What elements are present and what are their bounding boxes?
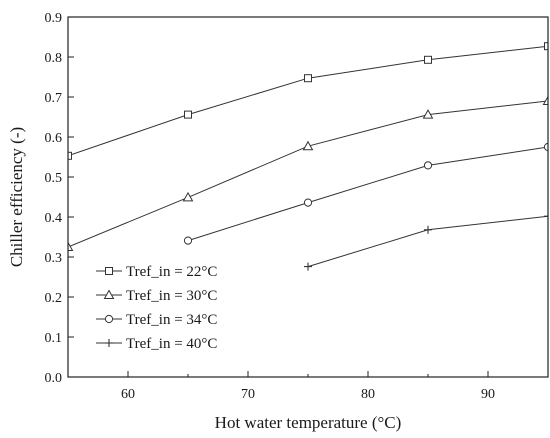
legend-marker <box>105 267 113 275</box>
y-tick-label: 0.9 <box>45 11 63 26</box>
data-point <box>544 212 548 221</box>
series-circle <box>183 142 548 245</box>
legend-item: Tref_in = 30°C <box>96 288 217 304</box>
series-triangle <box>68 95 548 251</box>
data-point <box>424 55 432 64</box>
axis-ticks: 0.0 0.1 0.2 0.3 0.4 0.5 0.6 0.7 0.8 0.9 60 70 80 90 <box>45 11 496 402</box>
y-tick-label: 0.6 <box>45 131 63 146</box>
data-point <box>68 241 74 251</box>
legend-label: Tref_in = 34°C <box>126 312 217 328</box>
y-tick-label: 0.3 <box>45 251 63 266</box>
y-tick-label: 0.5 <box>45 171 63 186</box>
data-point <box>422 109 434 119</box>
data-point <box>424 225 432 234</box>
y-axis-title: Chiller efficiency (-) <box>7 127 26 267</box>
series-line <box>187 146 548 242</box>
data-point <box>544 42 548 51</box>
y-tick-label: 0.2 <box>45 291 63 306</box>
x-tick-label: 70 <box>241 387 255 402</box>
y-tick-label: 0.4 <box>45 211 63 226</box>
x-tick-label: 80 <box>361 387 375 402</box>
y-tick-label: 0.1 <box>45 331 63 346</box>
x-axis-title: Hot water temperature (°C) <box>215 413 402 432</box>
legend-marker <box>103 289 115 299</box>
data-point <box>543 142 548 152</box>
series-square <box>68 42 548 160</box>
legend-item: Tref_in = 40°C <box>96 336 217 352</box>
y-tick-label: 0.7 <box>45 91 63 106</box>
data-point <box>542 95 548 105</box>
data-point <box>304 262 312 271</box>
series-layer <box>68 42 548 271</box>
data-point <box>183 236 193 245</box>
legend-item: Tref_in = 34°C <box>96 312 217 328</box>
legend-marker <box>105 339 113 347</box>
data-point <box>184 110 192 119</box>
legend-marker <box>104 314 114 324</box>
data-point <box>423 161 433 170</box>
y-tick-label: 0.8 <box>45 51 63 66</box>
series-plus <box>304 212 548 271</box>
data-point <box>182 191 194 202</box>
x-tick-label: 60 <box>121 387 135 402</box>
data-point <box>68 151 72 160</box>
x-tick-label: 90 <box>481 387 495 402</box>
data-point <box>302 140 314 151</box>
data-point <box>304 74 312 83</box>
series-line <box>68 45 548 157</box>
legend-label: Tref_in = 30°C <box>126 288 217 304</box>
data-point <box>303 198 313 207</box>
series-line <box>68 100 548 248</box>
legend-label: Tref_in = 22°C <box>126 264 217 280</box>
legend-item: Tref_in = 22°C <box>96 264 217 280</box>
legend-label: Tref_in = 40°C <box>126 336 217 352</box>
legend: Tref_in = 22°C Tref_in = 30°C Tref_in = 34… <box>96 264 217 352</box>
y-tick-label: 0.0 <box>45 371 63 386</box>
series-line <box>307 215 548 268</box>
